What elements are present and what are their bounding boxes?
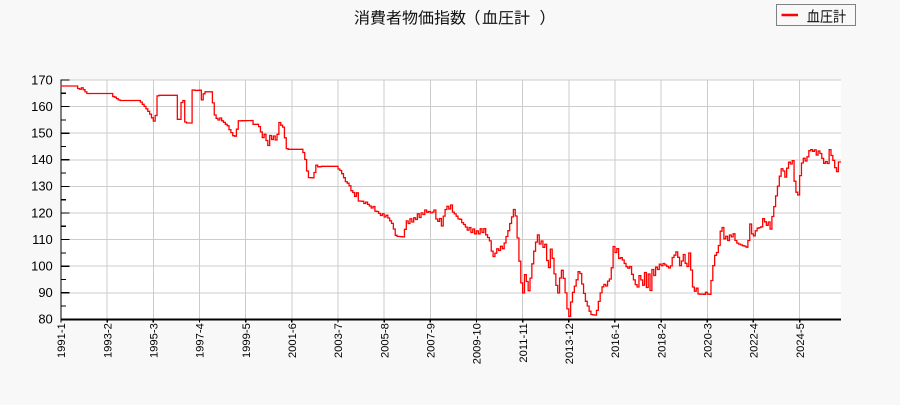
svg-text:160: 160 xyxy=(31,99,53,114)
svg-text:90: 90 xyxy=(38,285,52,300)
svg-text:2011-11: 2011-11 xyxy=(518,323,530,362)
svg-text:110: 110 xyxy=(32,232,53,247)
svg-text:2009-10: 2009-10 xyxy=(472,323,484,364)
svg-text:2007-9: 2007-9 xyxy=(426,323,438,358)
svg-text:1999-5: 1999-5 xyxy=(241,323,253,358)
svg-text:2018-2: 2018-2 xyxy=(656,323,668,358)
svg-text:2024-5: 2024-5 xyxy=(795,323,807,358)
svg-text:140: 140 xyxy=(31,152,53,167)
svg-text:2022-4: 2022-4 xyxy=(749,323,761,358)
svg-text:150: 150 xyxy=(31,126,53,141)
svg-text:2016-1: 2016-1 xyxy=(610,323,622,358)
svg-text:2001-6: 2001-6 xyxy=(287,323,299,358)
svg-text:80: 80 xyxy=(38,312,52,327)
svg-text:2003-7: 2003-7 xyxy=(333,323,345,358)
svg-text:2005-8: 2005-8 xyxy=(379,323,391,358)
svg-text:2013-12: 2013-12 xyxy=(564,323,576,364)
svg-text:100: 100 xyxy=(31,259,53,274)
svg-text:120: 120 xyxy=(31,205,53,220)
svg-text:2020-3: 2020-3 xyxy=(703,323,715,358)
svg-text:1991-1: 1991-1 xyxy=(56,323,68,358)
svg-text:170: 170 xyxy=(31,72,53,87)
svg-text:1997-4: 1997-4 xyxy=(195,323,207,358)
svg-text:1995-3: 1995-3 xyxy=(149,323,161,358)
svg-text:1993-2: 1993-2 xyxy=(102,323,114,358)
svg-text:130: 130 xyxy=(31,179,53,194)
